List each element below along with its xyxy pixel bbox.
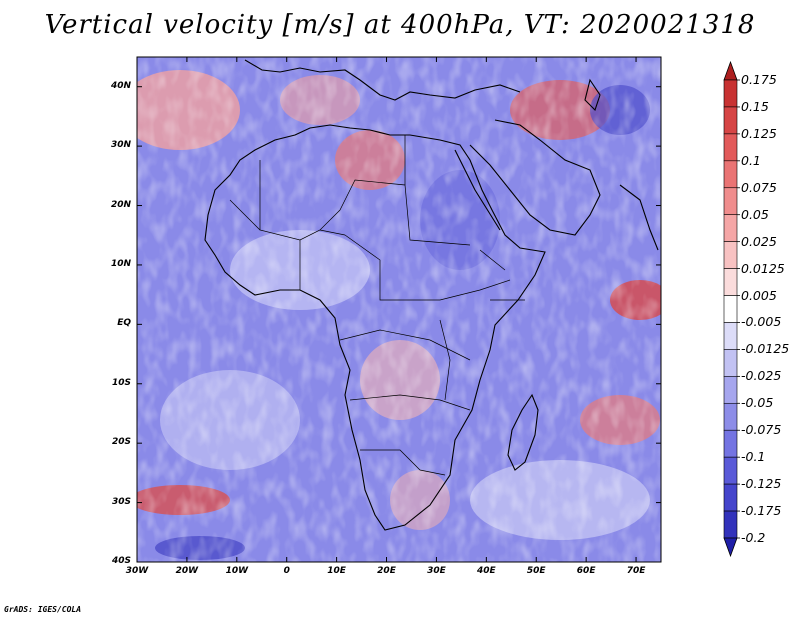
lon-label: 50E: [526, 566, 546, 576]
africa-coastline: [204, 124, 546, 531]
madagascar-coastline: [507, 393, 539, 471]
colorbar-segment: [723, 241, 738, 269]
colorbar-level-label: -0.05: [741, 395, 774, 411]
grads-credit: GrADS: IGES/COLA: [4, 605, 82, 614]
colorbar-min-arrow: [723, 537, 738, 558]
lat-label: 20S: [111, 437, 131, 448]
colorbar-level-label: -0.175: [741, 503, 782, 519]
lon-label: 0: [283, 566, 290, 576]
colorbar-segment: [723, 429, 738, 458]
lat-label: 10N: [110, 258, 131, 269]
colorbar-segment: [723, 322, 738, 350]
lat-label: 30S: [111, 496, 131, 507]
red-sea-coastline: [454, 149, 501, 231]
map-title: Vertical velocity [m/s] at 400hPa, VT: 2…: [44, 10, 756, 40]
europe-coastline: [244, 59, 521, 101]
colorbar-level-label: 0.125: [741, 125, 777, 141]
lon-label: 70E: [626, 566, 646, 576]
colorbar-level-label: -0.005: [741, 314, 782, 330]
colorbar-level-label: 0.1: [741, 152, 761, 168]
lon-label: 30W: [125, 566, 149, 576]
colorbar-level-label: 0.005: [741, 287, 777, 303]
lat-label: 20N: [110, 199, 131, 210]
lon-label: 20W: [175, 566, 199, 576]
lon-label: 20E: [377, 566, 396, 576]
map-frame: [136, 56, 662, 563]
colorbar-segment: [723, 376, 738, 404]
colorbar-level-label: -0.0125: [741, 341, 790, 357]
colorbar-level-label: 0.175: [741, 72, 777, 87]
lat-label: EQ: [117, 318, 131, 329]
colorbar-segment: [723, 187, 738, 216]
colorbar-level-label: -0.2: [741, 530, 766, 545]
colorbar-level-label: -0.125: [741, 476, 782, 492]
colorbar-segment: [723, 349, 738, 377]
colorbar-level-label: 0.05: [741, 206, 769, 222]
lon-label: 30E: [427, 566, 446, 576]
arabia-coastline: [469, 119, 601, 236]
colorbar-segment: [723, 402, 738, 431]
colorbar-segment: [723, 268, 738, 296]
colorbar-segment: [723, 510, 738, 539]
colorbar-max-arrow: [723, 60, 738, 81]
lon-label: 60E: [576, 566, 596, 576]
coastlines: [204, 59, 659, 531]
lat-label: 10S: [111, 377, 131, 388]
colorbar-level-label: -0.075: [741, 422, 782, 438]
colorbar-level-label: -0.025: [741, 368, 782, 384]
lon-label: 10E: [327, 566, 346, 576]
lon-label: 40E: [476, 566, 496, 576]
lat-label: 40N: [110, 80, 131, 91]
lat-label: 40S: [111, 556, 131, 566]
colorbar-segment: [723, 483, 738, 512]
colorbar: [723, 60, 740, 558]
colorbar-segment: [723, 133, 738, 162]
colorbar-level-label: 0.025: [741, 233, 777, 249]
colorbar-segment: [723, 456, 738, 485]
colorbar-segment: [723, 79, 738, 108]
colorbar-level-label: 0.15: [741, 98, 769, 114]
colorbar-level-label: 0.075: [741, 179, 777, 195]
caspian-coastline: [584, 78, 601, 112]
colorbar-segment: [723, 160, 738, 189]
lat-label: 30N: [110, 140, 131, 151]
colorbar-segment: [723, 295, 738, 323]
borders: [229, 135, 525, 476]
lon-label: 10W: [225, 566, 249, 576]
colorbar-level-label: 0.0125: [741, 260, 785, 276]
colorbar-segment: [723, 106, 738, 135]
colorbar-level-label: -0.1: [741, 449, 766, 465]
colorbar-segment: [723, 214, 738, 242]
india-coastline: [619, 184, 659, 251]
